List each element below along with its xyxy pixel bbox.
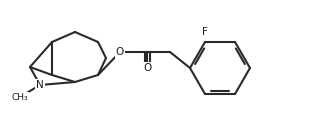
Text: N: N <box>36 80 44 90</box>
Text: F: F <box>202 27 208 37</box>
Text: O: O <box>143 63 151 73</box>
Text: O: O <box>116 47 124 57</box>
Text: CH₃: CH₃ <box>12 93 28 102</box>
